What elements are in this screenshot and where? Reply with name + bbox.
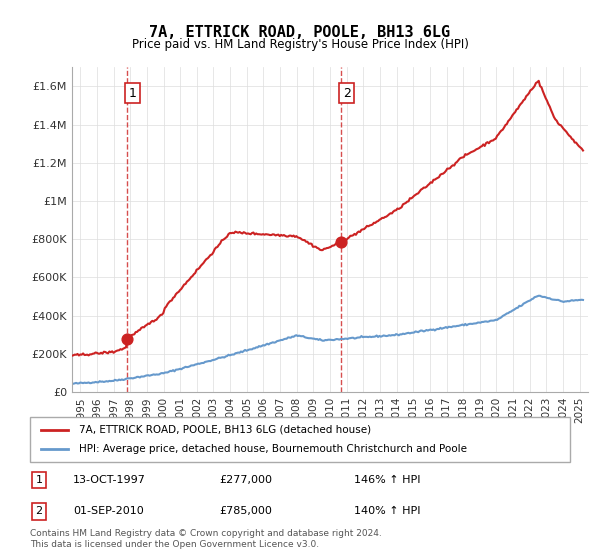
FancyBboxPatch shape xyxy=(30,417,570,462)
Text: 2: 2 xyxy=(343,87,350,100)
Point xyxy=(337,237,346,246)
Text: 1: 1 xyxy=(35,475,43,485)
Text: Price paid vs. HM Land Registry's House Price Index (HPI): Price paid vs. HM Land Registry's House … xyxy=(131,38,469,51)
Text: £277,000: £277,000 xyxy=(219,475,272,485)
Text: 1: 1 xyxy=(128,87,136,100)
Text: £785,000: £785,000 xyxy=(219,506,272,516)
Text: 2: 2 xyxy=(35,506,43,516)
Text: 146% ↑ HPI: 146% ↑ HPI xyxy=(354,475,421,485)
Text: 13-OCT-1997: 13-OCT-1997 xyxy=(73,475,146,485)
Text: 01-SEP-2010: 01-SEP-2010 xyxy=(73,506,144,516)
Point xyxy=(122,334,131,343)
Text: 7A, ETTRICK ROAD, POOLE, BH13 6LG (detached house): 7A, ETTRICK ROAD, POOLE, BH13 6LG (detac… xyxy=(79,424,371,435)
Text: HPI: Average price, detached house, Bournemouth Christchurch and Poole: HPI: Average price, detached house, Bour… xyxy=(79,445,467,455)
Text: Contains HM Land Registry data © Crown copyright and database right 2024.
This d: Contains HM Land Registry data © Crown c… xyxy=(30,529,382,549)
Text: 140% ↑ HPI: 140% ↑ HPI xyxy=(354,506,421,516)
Text: 7A, ETTRICK ROAD, POOLE, BH13 6LG: 7A, ETTRICK ROAD, POOLE, BH13 6LG xyxy=(149,25,451,40)
